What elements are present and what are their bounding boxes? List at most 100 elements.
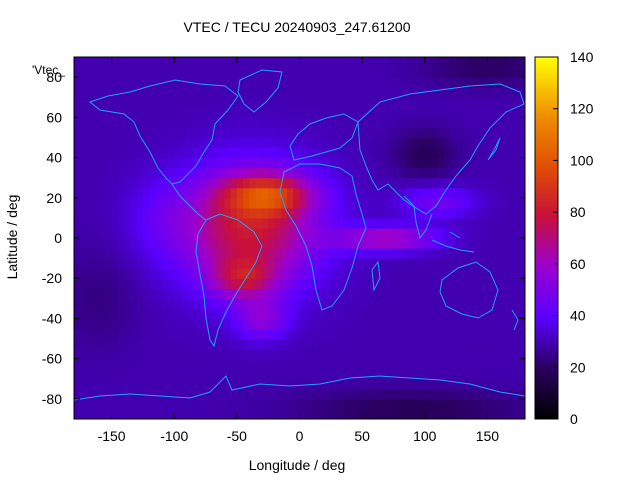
heatmap-cell <box>280 288 288 299</box>
heatmap-cell <box>405 117 413 128</box>
heatmap-cell <box>124 197 131 209</box>
heatmap-cell <box>211 187 219 199</box>
heatmap-cell <box>305 268 313 279</box>
heatmap-cell <box>80 388 88 400</box>
heatmap-cell <box>355 328 363 340</box>
heatmap-cell <box>130 328 138 340</box>
heatmap-cell <box>111 268 119 279</box>
heatmap-cell <box>130 167 138 179</box>
heatmap-cell <box>261 157 269 169</box>
heatmap-cell <box>193 177 200 189</box>
heatmap-cell <box>149 177 157 189</box>
heatmap-cell <box>506 378 514 390</box>
heatmap-cell <box>105 238 113 249</box>
heatmap-cell <box>431 398 438 410</box>
heatmap-cell <box>481 298 489 309</box>
heatmap-cell <box>293 137 301 149</box>
heatmap-cell <box>117 348 125 360</box>
heatmap-cell <box>437 378 445 390</box>
heatmap-cell <box>274 197 282 209</box>
heatmap-cell <box>443 57 451 68</box>
heatmap-cell <box>481 147 489 159</box>
colorbar-tick-label: 40 <box>570 308 586 324</box>
heatmap-cell <box>374 368 382 380</box>
heatmap-cell <box>124 157 131 169</box>
heatmap-cell <box>462 217 470 229</box>
heatmap-cell <box>349 137 357 149</box>
heatmap-cell <box>111 217 119 229</box>
heatmap-cell <box>349 157 357 169</box>
heatmap-cell <box>499 408 507 419</box>
heatmap-cell <box>180 378 188 390</box>
heatmap-cell <box>111 207 119 219</box>
heatmap-cell <box>286 107 294 118</box>
heatmap-cell <box>205 338 213 350</box>
heatmap-cell <box>337 197 344 209</box>
heatmap-cell <box>512 157 520 169</box>
heatmap-cell <box>468 288 476 299</box>
heatmap-cell <box>299 318 307 330</box>
heatmap-cell <box>80 248 88 259</box>
heatmap-cell <box>249 177 257 189</box>
heatmap-cell <box>481 338 489 350</box>
heatmap-cell <box>142 157 150 169</box>
heatmap-cell <box>161 177 169 189</box>
heatmap-cell <box>462 97 470 108</box>
heatmap-cell <box>92 348 100 360</box>
heatmap-cell <box>142 67 150 78</box>
heatmap-cell <box>236 348 244 360</box>
heatmap-cell <box>318 137 326 149</box>
heatmap-cell <box>412 67 420 78</box>
heatmap-cell <box>199 268 207 279</box>
heatmap-cell <box>349 107 357 118</box>
heatmap-cell <box>312 177 319 189</box>
heatmap-cell <box>92 187 100 199</box>
heatmap-cell <box>274 187 282 199</box>
heatmap-cell <box>380 57 388 68</box>
heatmap-cell <box>343 388 351 400</box>
x-tick-label: -150 <box>98 428 126 444</box>
heatmap-cell <box>487 288 495 299</box>
heatmap-cell <box>418 57 426 68</box>
heatmap-cell <box>299 227 307 239</box>
heatmap-cell <box>493 328 501 340</box>
heatmap-cell <box>92 107 100 118</box>
heatmap-cell <box>243 258 250 269</box>
heatmap-cell <box>255 408 263 419</box>
heatmap-cell <box>512 338 520 350</box>
heatmap-cell <box>299 187 307 199</box>
heatmap-cell <box>337 388 344 400</box>
heatmap-cell <box>337 238 344 249</box>
heatmap-cell <box>355 308 363 320</box>
heatmap-cell <box>374 338 382 350</box>
heatmap-cell <box>481 288 489 299</box>
heatmap-cell <box>431 107 438 118</box>
heatmap-cell <box>399 368 407 380</box>
heatmap-cell <box>481 97 489 108</box>
heatmap-cell <box>180 147 188 159</box>
heatmap-cell <box>399 268 407 279</box>
heatmap-cell <box>318 398 326 410</box>
heatmap-cell <box>299 308 307 320</box>
heatmap-cell <box>431 207 438 219</box>
heatmap-cell <box>318 197 326 209</box>
heatmap-cell <box>142 318 150 330</box>
y-tick-label: 60 <box>46 109 62 125</box>
heatmap-cell <box>418 318 426 330</box>
heatmap-cell <box>274 57 282 68</box>
heatmap-cell <box>399 67 407 78</box>
heatmap-cell <box>487 248 495 259</box>
heatmap-cell <box>218 288 225 299</box>
heatmap-cell <box>243 278 250 289</box>
heatmap-cell <box>312 107 319 118</box>
heatmap-cell <box>368 217 376 229</box>
heatmap-cell <box>149 137 157 149</box>
heatmap-cell <box>412 167 420 179</box>
heatmap-cell <box>142 207 150 219</box>
heatmap-cell <box>218 87 225 98</box>
heatmap-cell <box>355 177 363 189</box>
heatmap-cell <box>105 97 113 108</box>
heatmap-cell <box>236 318 244 330</box>
heatmap-cell <box>405 258 413 269</box>
